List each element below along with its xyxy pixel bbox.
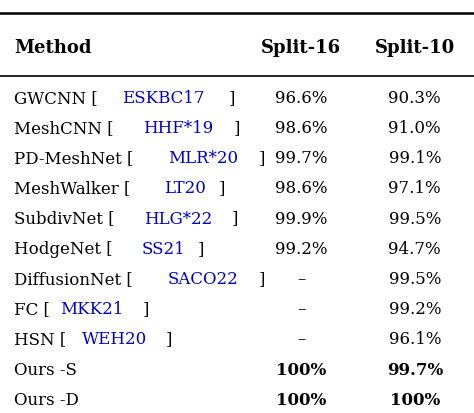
Text: ]: ] xyxy=(232,210,238,227)
Text: 100%: 100% xyxy=(276,391,326,408)
Text: ]: ] xyxy=(219,180,225,197)
Text: 94.7%: 94.7% xyxy=(388,240,441,257)
Text: 99.5%: 99.5% xyxy=(389,210,441,227)
Text: ]: ] xyxy=(259,150,265,167)
Text: ]: ] xyxy=(259,270,265,287)
Text: 98.6%: 98.6% xyxy=(275,119,327,137)
Text: 91.0%: 91.0% xyxy=(388,119,441,137)
Text: 98.6%: 98.6% xyxy=(275,180,327,197)
Text: MeshWalker [: MeshWalker [ xyxy=(14,180,131,197)
Text: ]: ] xyxy=(166,330,172,348)
Text: Ours -D: Ours -D xyxy=(14,391,79,408)
Text: PD-MeshNet [: PD-MeshNet [ xyxy=(14,150,134,167)
Text: HHF*19: HHF*19 xyxy=(143,119,213,137)
Text: 99.7%: 99.7% xyxy=(275,150,327,167)
Text: –: – xyxy=(297,330,305,348)
Text: HLG*22: HLG*22 xyxy=(144,210,212,227)
Text: 99.2%: 99.2% xyxy=(389,300,441,318)
Text: 99.1%: 99.1% xyxy=(389,150,441,167)
Text: ]: ] xyxy=(229,89,235,107)
Text: MeshCNN [: MeshCNN [ xyxy=(14,119,114,137)
Text: Method: Method xyxy=(14,39,92,57)
Text: HSN [: HSN [ xyxy=(14,330,66,348)
Text: LT20: LT20 xyxy=(164,180,206,197)
Text: –: – xyxy=(297,300,305,318)
Text: ]: ] xyxy=(233,119,240,137)
Text: GWCNN [: GWCNN [ xyxy=(14,89,98,107)
Text: 99.5%: 99.5% xyxy=(389,270,441,287)
Text: –: – xyxy=(297,270,305,287)
Text: SubdivNet [: SubdivNet [ xyxy=(14,210,115,227)
Text: 100%: 100% xyxy=(276,361,326,378)
Text: SS21: SS21 xyxy=(141,240,185,257)
Text: 99.9%: 99.9% xyxy=(275,210,327,227)
Text: WEH20: WEH20 xyxy=(82,330,147,348)
Text: 90.3%: 90.3% xyxy=(388,89,441,107)
Text: ]: ] xyxy=(142,300,149,318)
Text: 96.6%: 96.6% xyxy=(275,89,327,107)
Text: DiffusionNet [: DiffusionNet [ xyxy=(14,270,133,287)
Text: 99.2%: 99.2% xyxy=(275,240,327,257)
Text: 97.1%: 97.1% xyxy=(388,180,441,197)
Text: FC [: FC [ xyxy=(14,300,50,318)
Text: 96.1%: 96.1% xyxy=(389,330,441,348)
Text: MLR*20: MLR*20 xyxy=(168,150,238,167)
Text: Split-16: Split-16 xyxy=(261,39,341,57)
Text: HodgeNet [: HodgeNet [ xyxy=(14,240,113,257)
Text: 99.7%: 99.7% xyxy=(387,361,443,378)
Text: SACO22: SACO22 xyxy=(167,270,238,287)
Text: Ours -S: Ours -S xyxy=(14,361,77,378)
Text: MKK21: MKK21 xyxy=(61,300,124,318)
Text: 100%: 100% xyxy=(390,391,440,408)
Text: Split-10: Split-10 xyxy=(374,39,455,57)
Text: ]: ] xyxy=(198,240,204,257)
Text: ESKBC17: ESKBC17 xyxy=(122,89,205,107)
